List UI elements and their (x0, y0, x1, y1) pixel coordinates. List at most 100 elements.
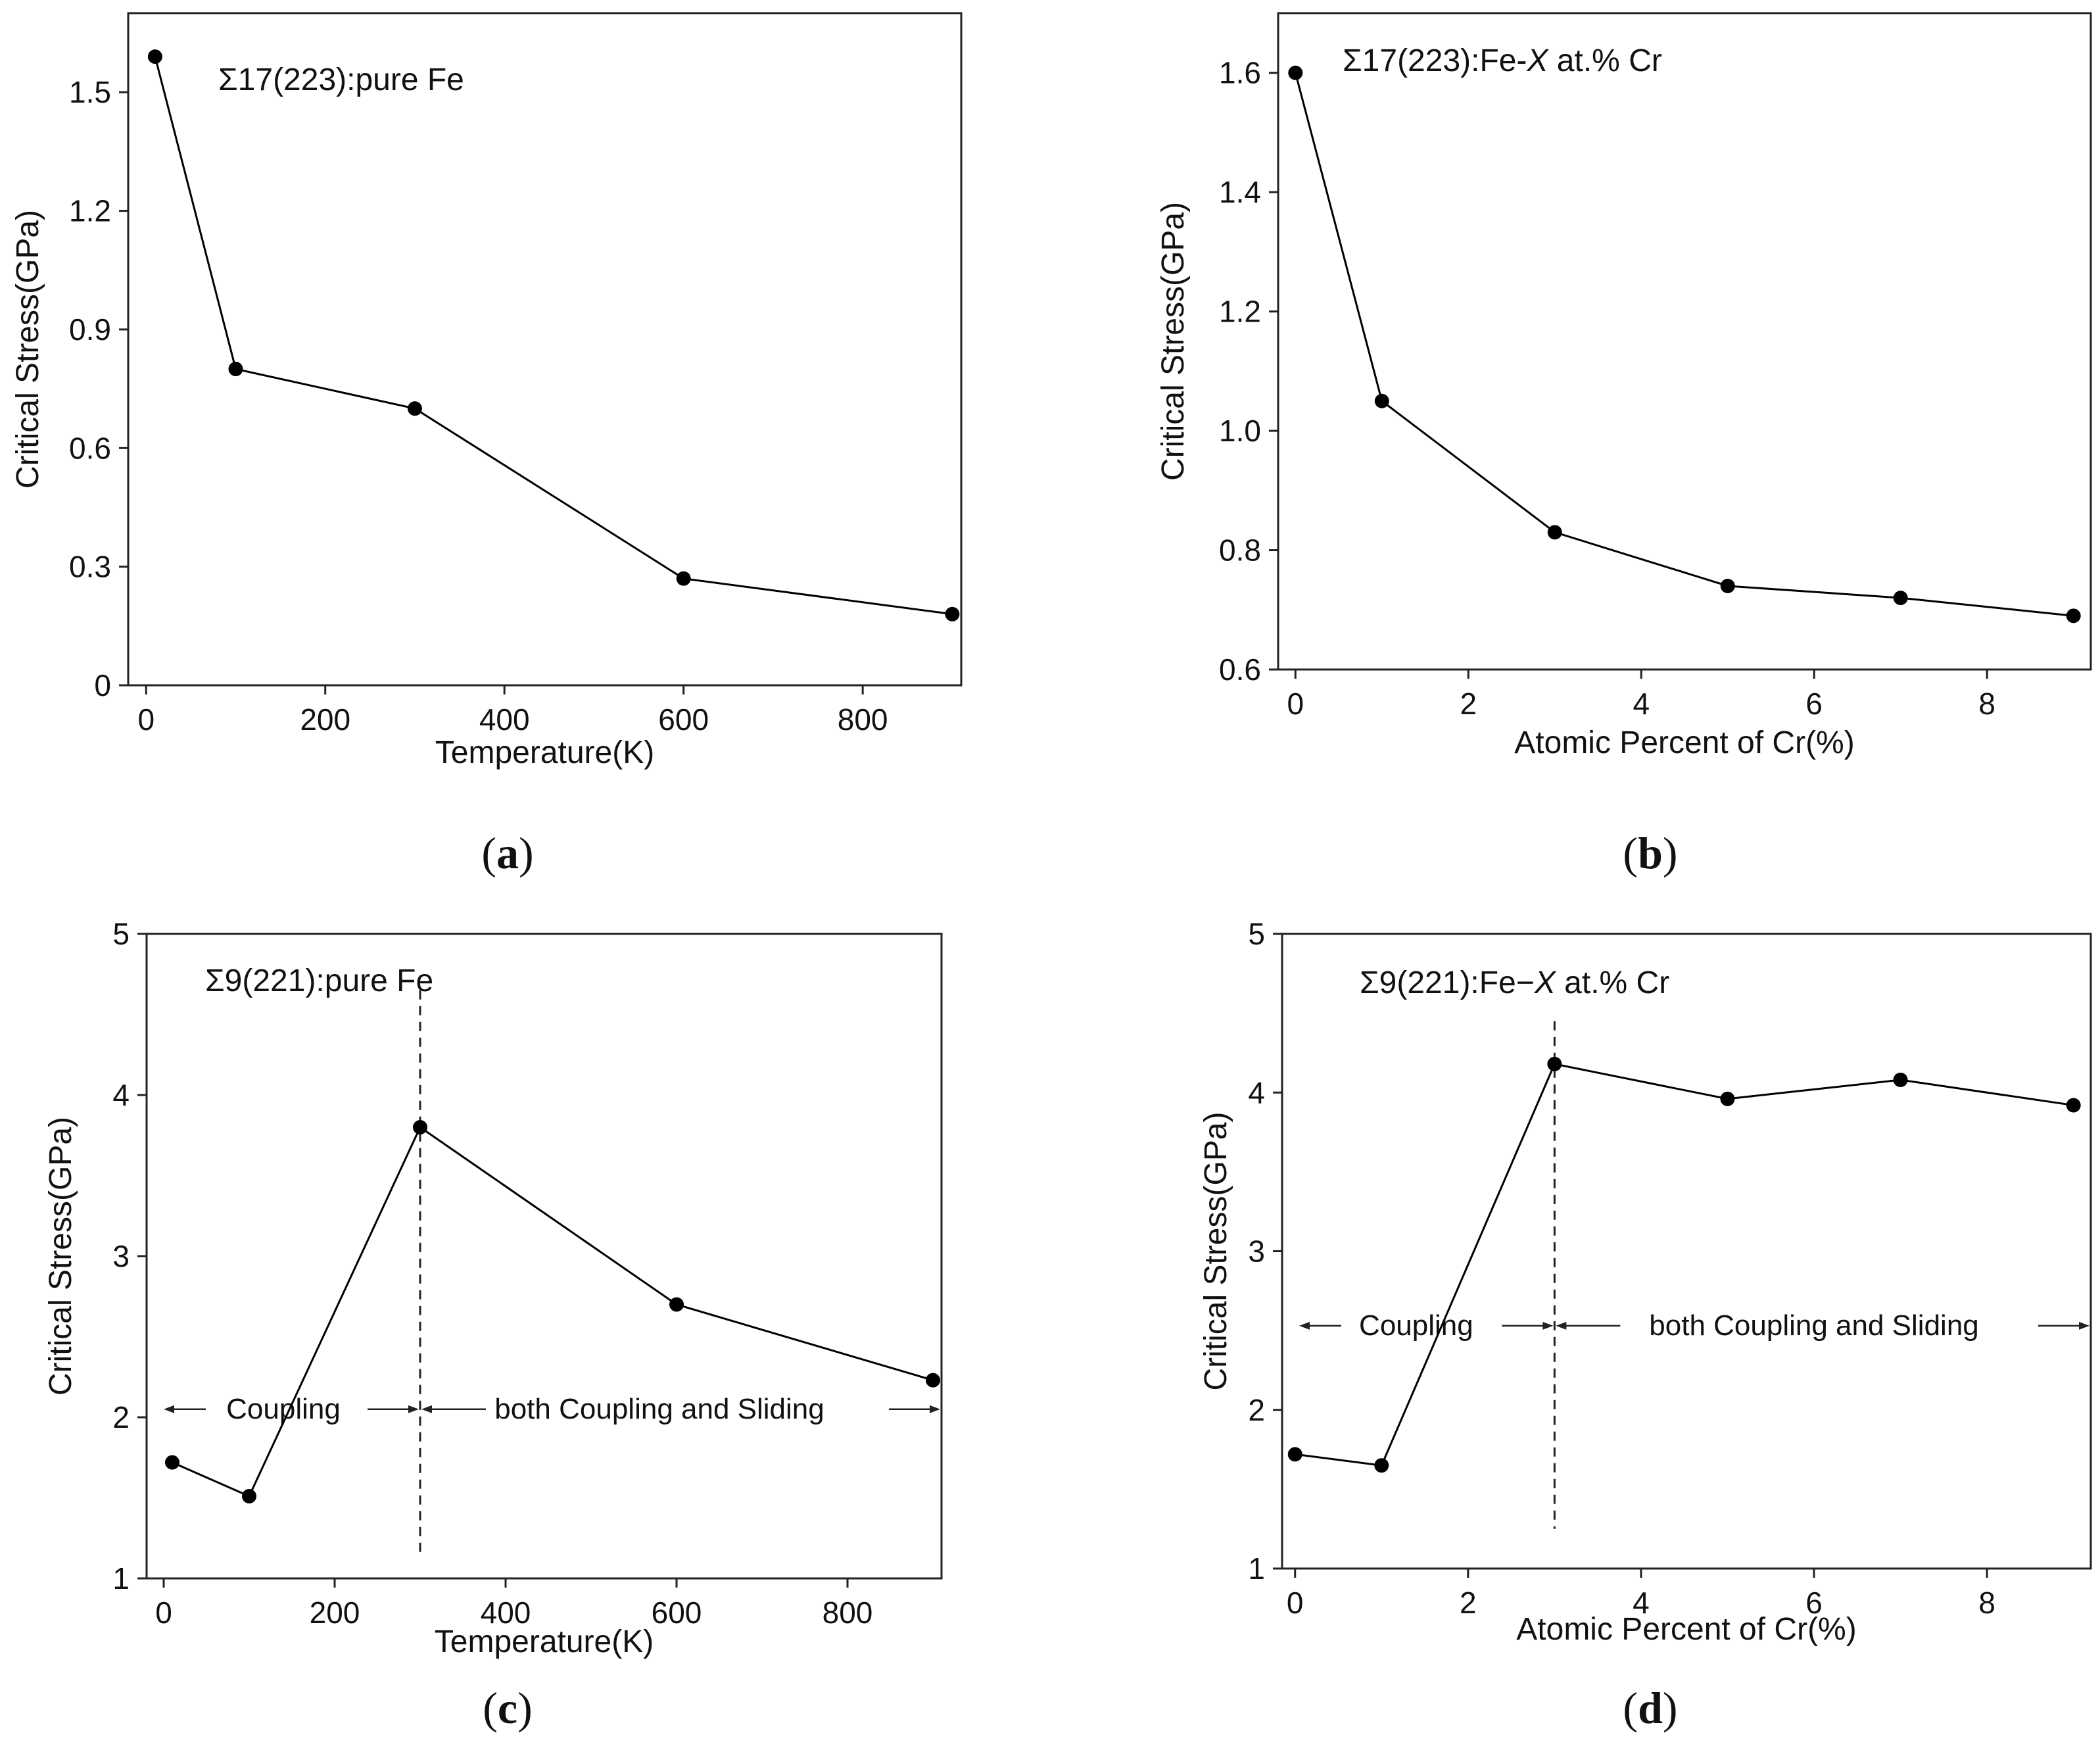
y-tick-label: 0.8 (1219, 533, 1261, 568)
panel-label-open: ( (1623, 1683, 1638, 1733)
x-tick-label: 0 (1287, 1586, 1304, 1620)
x-tick-label: 600 (652, 1596, 702, 1630)
panel-label: (c) (483, 1683, 533, 1733)
y-tick-label: 0.6 (1219, 652, 1261, 687)
x-tick-label: 0 (1287, 687, 1304, 721)
plot-title-prefix: Σ17(223):Fe- (1343, 43, 1527, 78)
panel-label-close: ) (1663, 828, 1678, 878)
x-tick-label: 0 (137, 702, 155, 737)
coupling-arrow-left-head (1299, 1321, 1310, 1330)
data-point (1288, 65, 1303, 80)
data-point (413, 1120, 427, 1134)
x-axis-title: Temperature(K) (435, 1624, 654, 1659)
y-tick-label: 1.2 (69, 194, 111, 228)
y-axis-title: Critical Stress(GPa) (1156, 202, 1191, 481)
data-point (1893, 1072, 1908, 1087)
plot-title-suffix: at.% Cr (1548, 43, 1661, 78)
x-tick-label: 200 (300, 702, 350, 737)
coupling-sliding-region-label: both Coupling and Sliding (494, 1393, 824, 1425)
x-tick-label: 6 (1805, 687, 1823, 721)
panel-label-letter: c (498, 1683, 517, 1733)
x-tick-label: 600 (658, 702, 709, 737)
data-point (1374, 393, 1389, 408)
plot-frame (1281, 933, 2092, 1570)
coupling-region-label: Coupling (1359, 1309, 1473, 1342)
y-tick-label: 1.4 (1219, 175, 1261, 209)
plot-title: Σ17(223):pure Fe (218, 62, 464, 97)
coupling-sliding-region-label: both Coupling and Sliding (1649, 1309, 1979, 1342)
plot-title: Σ9(221):pure Fe (205, 963, 433, 998)
plot-title: Σ17(223):Fe-X at.% Cr (1343, 43, 1662, 78)
y-axis-title: Critical Stress(GPa) (1199, 1111, 1233, 1390)
coupling-arrow-left-head (164, 1405, 174, 1413)
plot-title-suffix: at.% Cr (1556, 965, 1669, 1000)
y-tick-label: 4 (1248, 1075, 1265, 1109)
y-tick-label: 1 (112, 1561, 130, 1596)
plot-frame (1277, 12, 2092, 671)
data-point (2066, 1098, 2081, 1113)
x-tick-label: 200 (310, 1596, 360, 1630)
x-axis-title: Atomic Percent of Cr(%) (1516, 1612, 1856, 1647)
panel-label-close: ) (519, 828, 534, 878)
panel-label-letter: b (1638, 828, 1663, 878)
x-tick-label: 800 (823, 1596, 873, 1630)
x-tick-label: 4 (1633, 1586, 1650, 1620)
data-point (926, 1373, 940, 1388)
x-tick-label: 8 (1978, 687, 1995, 721)
sliding-arrow-right-head (930, 1405, 940, 1413)
data-point (1374, 1458, 1389, 1473)
data-point (407, 401, 422, 416)
y-tick-label: 3 (112, 1239, 130, 1273)
x-tick-label: 800 (838, 702, 888, 737)
data-point (228, 362, 243, 377)
y-tick-label: 4 (112, 1078, 130, 1112)
y-tick-label: 2 (1248, 1393, 1265, 1427)
y-tick-label: 0 (94, 668, 111, 702)
panel-a: 0 200 400 600 800 0 0.3 0.6 0.9 1.2 1.5 Temperature… (11, 12, 963, 878)
y-tick-label: 1.2 (1219, 295, 1261, 329)
panel-label-open: ( (483, 1683, 498, 1733)
data-point (165, 1455, 179, 1470)
coupling-arrow-right-head (408, 1405, 419, 1413)
plot-title: Σ9(221):Fe−X at.% Cr (1360, 965, 1669, 1000)
panel-label: (d) (1623, 1683, 1677, 1733)
data-point (1720, 578, 1735, 593)
y-axis-title: Critical Stress(GPa) (11, 210, 45, 489)
plot-title-prefix: Σ9(221):Fe− (1360, 965, 1535, 1000)
y-tick-label: 1.6 (1219, 56, 1261, 90)
x-tick-label: 400 (481, 1596, 531, 1630)
y-tick-label: 0.6 (69, 431, 111, 465)
data-point (669, 1297, 684, 1312)
data-point (1287, 1447, 1302, 1462)
y-tick-label: 1.0 (1219, 414, 1261, 448)
series-line (1295, 1063, 2074, 1467)
x-axis-title: Temperature(K) (435, 735, 654, 770)
series-line (154, 56, 953, 616)
data-point (1893, 591, 1908, 606)
panel-label-close: ) (1663, 1683, 1678, 1733)
x-tick-label: 6 (1805, 1586, 1823, 1620)
x-axis-title: Atomic Percent of Cr(%) (1514, 725, 1854, 760)
y-tick-label: 5 (112, 917, 130, 951)
y-tick-label: 1.5 (69, 75, 111, 109)
y-tick-label: 3 (1248, 1234, 1265, 1269)
panel-d: 0 2 4 6 8 1 2 3 4 5 Atomic Percent of Cr(%) Critica… (1199, 917, 2092, 1733)
x-tick-label: 2 (1460, 1586, 1477, 1620)
data-point (1720, 1091, 1735, 1106)
y-tick-label: 2 (112, 1400, 130, 1434)
coupling-region-label: Coupling (226, 1393, 341, 1425)
y-tick-label: 5 (1248, 917, 1265, 951)
plot-frame (127, 12, 963, 687)
x-tick-label: 400 (479, 702, 530, 737)
data-point (147, 49, 162, 64)
y-axis-title: Critical Stress(GPa) (43, 1117, 78, 1396)
x-tick-label: 0 (155, 1596, 172, 1630)
data-point (1547, 1056, 1562, 1071)
x-tick-label: 2 (1460, 687, 1477, 721)
y-tick-label: 0.9 (69, 312, 111, 347)
panel-c: 0 200 400 600 800 1 2 3 4 5 Temperature(K) Critical… (43, 917, 943, 1733)
coupling-arrow-right-head (1542, 1321, 1554, 1330)
x-tick-label: 4 (1633, 687, 1650, 721)
panel-label-letter: d (1638, 1683, 1663, 1733)
